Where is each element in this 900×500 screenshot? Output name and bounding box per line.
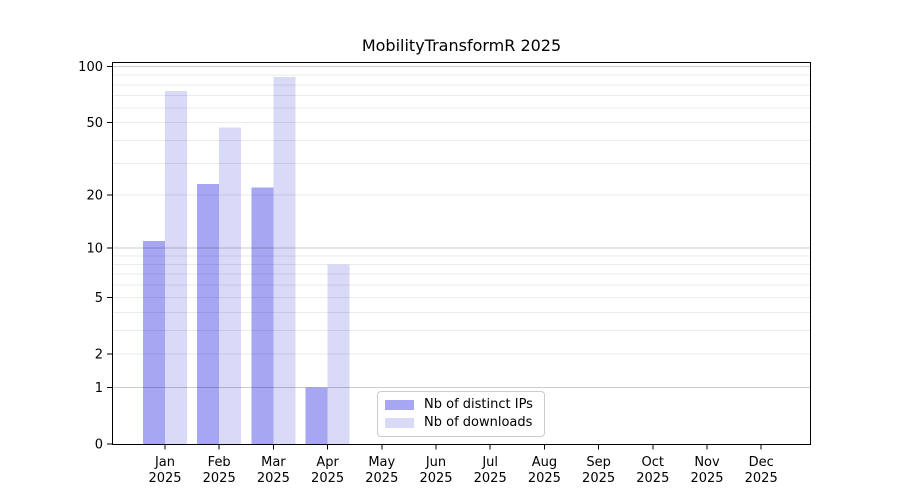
x-tick-label: Sep 2025 bbox=[582, 455, 615, 486]
legend-entry-distinct-ips: Nb of distinct IPs bbox=[385, 398, 534, 412]
legend-entry-downloads: Nb of downloads bbox=[385, 416, 534, 430]
x-tick-label: Jun 2025 bbox=[419, 455, 452, 486]
x-tick-label: Aug 2025 bbox=[528, 455, 561, 486]
x-tick-label: Jul 2025 bbox=[474, 455, 507, 486]
x-tick-label: Jan 2025 bbox=[148, 455, 181, 486]
y-tick-label: 100 bbox=[78, 60, 103, 75]
plot-border bbox=[112, 62, 811, 445]
y-tick-label: 1 bbox=[95, 381, 103, 396]
chart-title: MobilityTransformR 2025 bbox=[361, 36, 562, 55]
bar-nb-of-distinct-ips-feb bbox=[197, 184, 220, 444]
bar-nb-of-downloads-feb bbox=[219, 127, 242, 444]
bar-nb-of-downloads-apr bbox=[327, 264, 350, 444]
y-tick-label: 10 bbox=[86, 241, 103, 256]
legend-swatch-distinct-ips bbox=[385, 400, 414, 410]
y-tick-label: 20 bbox=[86, 189, 103, 204]
bar-nb-of-distinct-ips-jan bbox=[143, 240, 165, 444]
legend-label-downloads: Nb of downloads bbox=[424, 415, 533, 430]
y-tick-label: 5 bbox=[95, 291, 103, 306]
bar-nb-of-downloads-mar bbox=[273, 77, 296, 444]
legend-swatch-downloads bbox=[385, 418, 414, 428]
bar-nb-of-distinct-ips-mar bbox=[251, 187, 274, 444]
x-tick-label: Oct 2025 bbox=[636, 455, 669, 486]
legend-label-distinct-ips: Nb of distinct IPs bbox=[424, 397, 533, 412]
bar-nb-of-downloads-jan bbox=[165, 91, 187, 444]
y-tick-label: 2 bbox=[95, 348, 103, 363]
x-tick-label: Mar 2025 bbox=[257, 455, 290, 486]
x-tick-label: May 2025 bbox=[365, 455, 398, 486]
y-tick-label: 50 bbox=[86, 116, 103, 131]
x-tick-label: Nov 2025 bbox=[690, 455, 723, 486]
x-tick-label: Apr 2025 bbox=[311, 455, 344, 486]
x-tick-label: Dec 2025 bbox=[745, 455, 778, 486]
y-tick-label: 0 bbox=[95, 438, 103, 453]
bar-nb-of-distinct-ips-apr bbox=[305, 387, 328, 444]
x-tick-label: Feb 2025 bbox=[203, 455, 236, 486]
legend-box: Nb of distinct IPs Nb of downloads bbox=[377, 391, 545, 437]
